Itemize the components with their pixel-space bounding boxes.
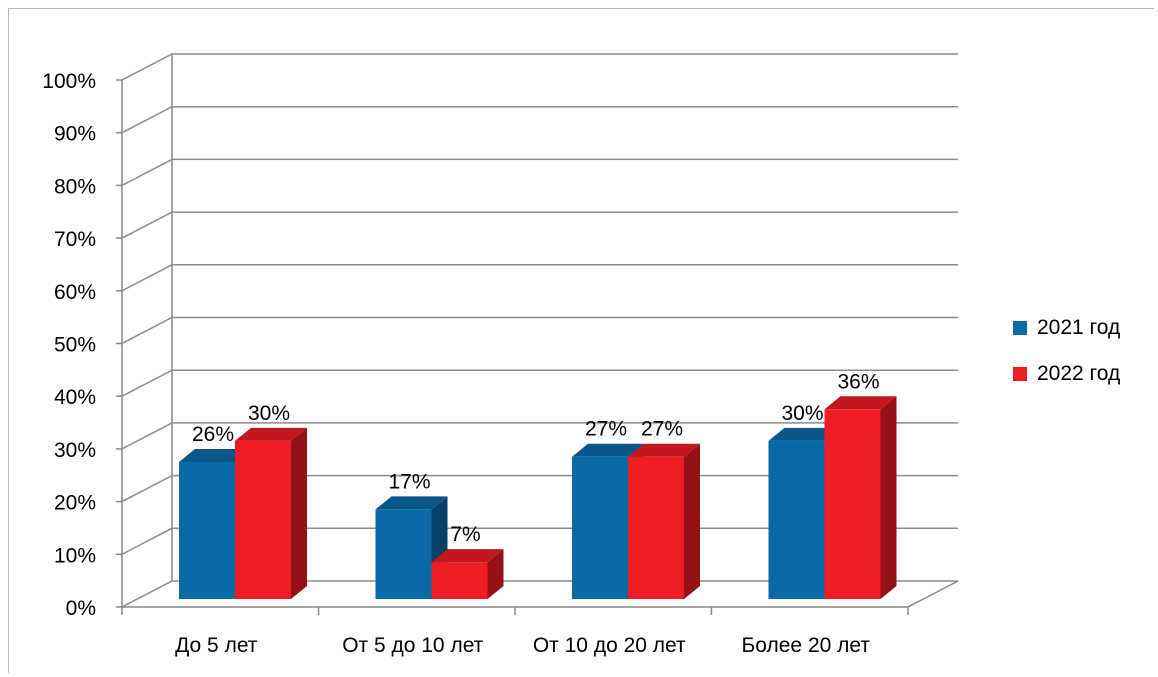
y-tick-label: 10% bbox=[54, 544, 96, 567]
data-label: 30% bbox=[781, 402, 823, 425]
legend-item-2022: 2022 год bbox=[1013, 351, 1120, 397]
gridline bbox=[122, 318, 958, 344]
data-label: 36% bbox=[837, 370, 879, 393]
bar-side bbox=[881, 396, 897, 599]
bar-2022 bbox=[825, 409, 881, 599]
y-tick-label: 60% bbox=[54, 281, 96, 304]
legend-label-2021: 2021 год bbox=[1037, 316, 1120, 340]
legend-label-2022: 2022 год bbox=[1037, 362, 1120, 386]
y-tick-label: 100% bbox=[42, 70, 96, 93]
bar-2022 bbox=[628, 457, 684, 599]
gridline bbox=[122, 212, 958, 238]
x-tick-label: До 5 лет bbox=[175, 634, 258, 657]
bar-2021 bbox=[769, 441, 825, 599]
bar-2021 bbox=[179, 462, 235, 599]
bar-side bbox=[291, 428, 307, 599]
gridline bbox=[122, 159, 958, 185]
y-tick-label: 20% bbox=[54, 492, 96, 515]
y-tick-label: 80% bbox=[54, 175, 96, 198]
data-label: 30% bbox=[248, 402, 290, 425]
data-label: 17% bbox=[388, 470, 430, 493]
x-tick-label: Более 20 лет bbox=[742, 634, 871, 657]
data-label: 26% bbox=[192, 423, 234, 446]
bar-2021 bbox=[376, 509, 432, 599]
legend-item-2021: 2021 год bbox=[1013, 305, 1120, 351]
gridline bbox=[122, 265, 958, 291]
bar-2022 bbox=[432, 562, 488, 599]
y-tick-label: 0% bbox=[66, 597, 96, 620]
y-tick-label: 90% bbox=[54, 123, 96, 146]
x-tick-label: От 10 до 20 лет bbox=[533, 634, 686, 657]
y-tick-label: 50% bbox=[54, 334, 96, 357]
bar-2021 bbox=[572, 457, 628, 599]
legend-swatch-2021 bbox=[1013, 321, 1027, 335]
bar-side bbox=[684, 444, 700, 599]
gridline bbox=[122, 54, 958, 80]
gridline bbox=[122, 370, 958, 396]
y-tick-label: 30% bbox=[54, 439, 96, 462]
y-tick-label: 40% bbox=[54, 386, 96, 409]
legend-swatch-2022 bbox=[1013, 367, 1027, 381]
x-tick-label: От 5 до 10 лет bbox=[342, 634, 483, 657]
data-label: 7% bbox=[450, 523, 480, 546]
legend: 2021 год 2022 год bbox=[1013, 305, 1120, 397]
data-label: 27% bbox=[641, 418, 683, 441]
data-label: 27% bbox=[585, 418, 627, 441]
bar-2022 bbox=[235, 441, 291, 599]
y-tick-label: 70% bbox=[54, 228, 96, 251]
gridline bbox=[122, 107, 958, 133]
